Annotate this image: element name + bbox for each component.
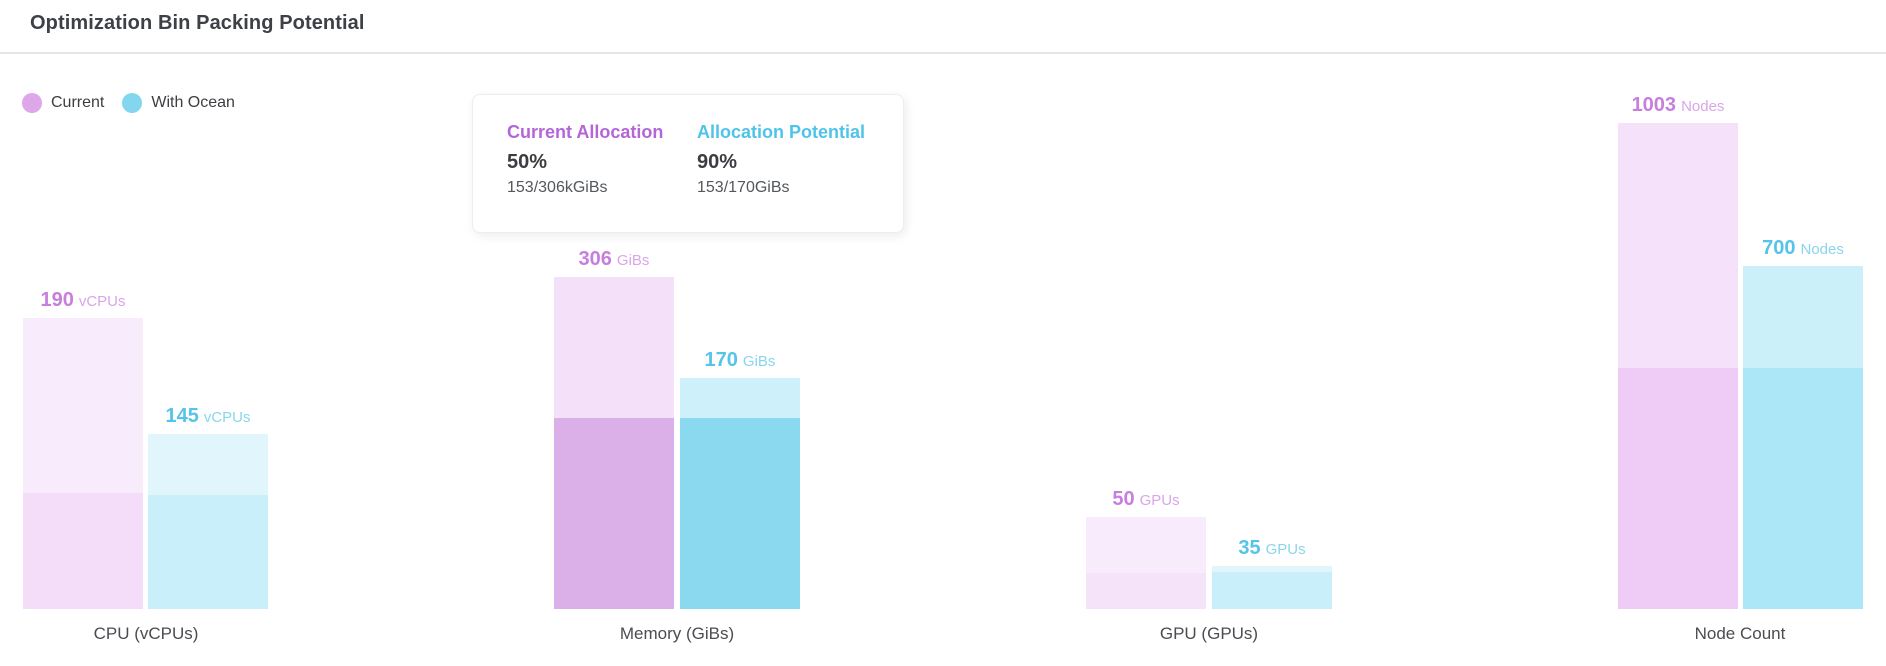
bar-value-label-nodes-with-ocean: 700 Nodes	[1693, 236, 1886, 260]
bar-unit: vCPUs	[78, 293, 126, 310]
bar-value-label-memory-with-ocean: 170 GiBs	[630, 348, 850, 372]
category-label-nodes: Node Count	[1694, 624, 1786, 643]
bar-unit: GPUs	[1265, 541, 1306, 558]
category-label-cpu: CPU (vCPUs)	[93, 624, 199, 643]
bar-value: 50	[1112, 488, 1135, 510]
bar-value: 190	[40, 289, 74, 311]
with-ocean-series-dot-icon	[122, 93, 143, 113]
tooltip-potential-column: Allocation Potential 90% 153/170GiBs	[697, 122, 865, 197]
bar-unit: GPUs	[1139, 492, 1180, 509]
bar-nodes-current-capacity[interactable]	[1618, 123, 1738, 368]
bar-cpu-with-ocean-allocated[interactable]	[148, 495, 268, 609]
tooltip-current-allocation-column: Current Allocation 50% 153/306kGiBs	[507, 122, 663, 197]
bar-value-label-cpu-with-ocean: 145 vCPUs	[98, 404, 318, 428]
bar-cpu-current-allocated[interactable]	[23, 493, 143, 609]
bar-value: 145	[165, 405, 199, 427]
legend-label-with-ocean: With Ocean	[151, 94, 235, 111]
bar-value: 170	[704, 349, 738, 371]
bar-unit: Nodes	[1681, 98, 1725, 115]
tooltip-current-percent: 50%	[507, 151, 548, 173]
tooltip-current-detail: 153/306kGiBs	[507, 179, 608, 196]
bar-nodes-current-allocated[interactable]	[1618, 368, 1738, 609]
bar-value: 700	[1762, 237, 1796, 259]
bar-value-label-cpu-current: 190 vCPUs	[0, 288, 193, 312]
bar-nodes-with-ocean-capacity[interactable]	[1743, 266, 1863, 368]
bar-memory-with-ocean-allocated[interactable]	[680, 418, 800, 609]
bar-nodes-with-ocean-allocated[interactable]	[1743, 368, 1863, 609]
bar-value: 306	[578, 248, 612, 270]
legend-label-current: Current	[51, 94, 105, 111]
allocation-tooltip: Current Allocation 50% 153/306kGiBs Allo…	[472, 94, 904, 233]
page-title: Optimization Bin Packing Potential	[30, 12, 365, 34]
bar-gpu-current-allocated[interactable]	[1086, 573, 1206, 609]
bar-gpu-with-ocean-capacity[interactable]	[1212, 566, 1332, 572]
chart-legend: Current With Ocean	[22, 93, 235, 113]
tooltip-current-heading: Current Allocation	[507, 122, 664, 142]
bar-value-label-nodes-current: 1003 Nodes	[1568, 93, 1788, 117]
bar-value-label-gpu-with-ocean: 35 GPUs	[1162, 536, 1382, 560]
bar-unit: GiBs	[742, 353, 776, 370]
bar-gpu-current-capacity[interactable]	[1086, 517, 1206, 573]
category-label-memory: Memory (GiBs)	[619, 624, 735, 643]
bar-value-label-memory-current: 306 GiBs	[504, 247, 724, 271]
legend-item-current[interactable]: Current	[22, 93, 104, 113]
bar-value: 35	[1238, 537, 1261, 559]
tooltip-potential-heading: Allocation Potential	[697, 122, 866, 142]
bar-gpu-with-ocean-allocated[interactable]	[1212, 572, 1332, 609]
bar-cpu-current-capacity[interactable]	[23, 318, 143, 493]
bar-memory-current-allocated[interactable]	[554, 418, 674, 609]
bar-memory-current-capacity[interactable]	[554, 277, 674, 418]
legend-item-with-ocean[interactable]: With Ocean	[122, 93, 235, 113]
tooltip-potential-percent: 90%	[697, 151, 738, 173]
bar-cpu-with-ocean-capacity[interactable]	[148, 434, 268, 495]
current-series-dot-icon	[22, 93, 42, 113]
bar-unit: GiBs	[616, 252, 650, 269]
bar-value: 1003	[1631, 94, 1677, 116]
bar-unit: Nodes	[1800, 241, 1844, 258]
tooltip-potential-detail: 153/170GiBs	[697, 179, 790, 196]
bar-memory-with-ocean-capacity[interactable]	[680, 378, 800, 418]
panel-header: Optimization Bin Packing Potential	[0, 0, 1886, 54]
bar-value-label-gpu-current: 50 GPUs	[1036, 487, 1256, 511]
bar-unit: vCPUs	[203, 409, 251, 426]
category-label-gpu: GPU (GPUs)	[1159, 624, 1259, 643]
